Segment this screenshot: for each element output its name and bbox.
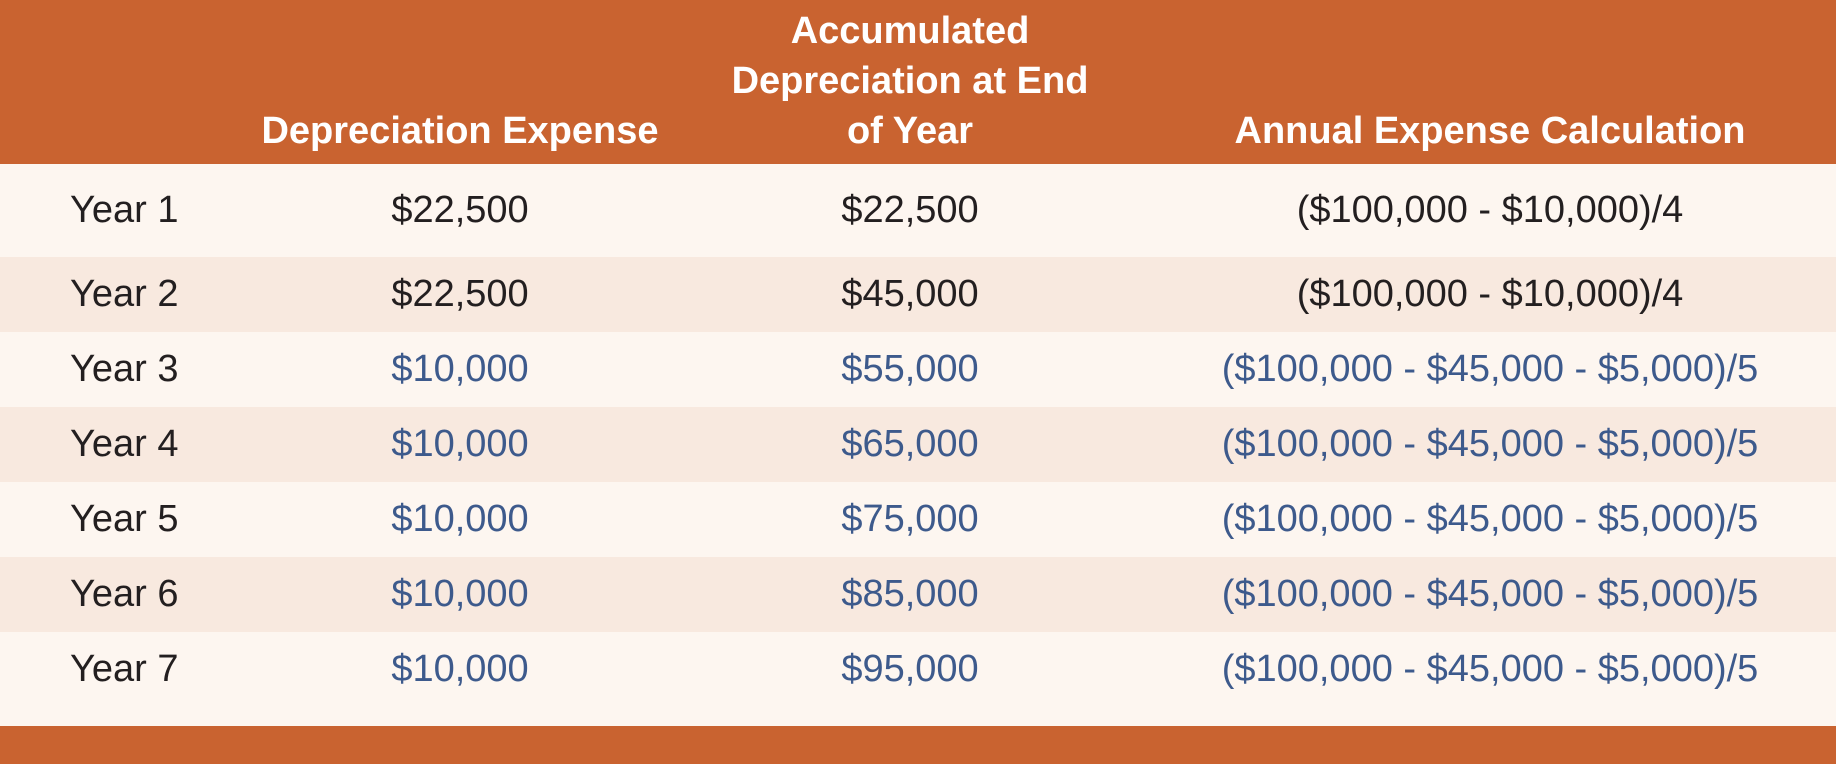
header-accumulated-depreciation: Accumulated Depreciation at End of Year — [700, 6, 1120, 156]
depreciation-expense-cell: $22,500 — [391, 189, 529, 231]
annual-calculation-cell: ($100,000 - $45,000 - $5,000)/5 — [1221, 648, 1759, 690]
table-row: Year 1 $22,500 $22,500 ($100,000 - $10,0… — [0, 164, 1836, 257]
table-row: Year 3 $10,000 $55,000 ($100,000 - $45,0… — [0, 332, 1836, 407]
year-cell: Year 6 — [70, 573, 179, 615]
table-row: Year 2 $22,500 $45,000 ($100,000 - $10,0… — [0, 257, 1836, 332]
year-cell: Year 4 — [70, 423, 179, 465]
header-accumulated-line-1: Accumulated — [790, 10, 1030, 52]
year-cell: Year 7 — [70, 648, 179, 690]
annual-calculation-cell: ($100,000 - $10,000)/4 — [1296, 189, 1684, 231]
table-row: Year 4 $10,000 $65,000 ($100,000 - $45,0… — [0, 407, 1836, 482]
year-cell: Year 3 — [70, 348, 179, 390]
header-accumulated-line-2: Depreciation at End — [731, 60, 1089, 102]
table-header: Depreciation Expense Accumulated Depreci… — [0, 0, 1836, 164]
accumulated-depreciation-cell: $75,000 — [841, 498, 979, 540]
annual-calculation-cell: ($100,000 - $45,000 - $5,000)/5 — [1221, 348, 1759, 390]
accumulated-depreciation-cell: $55,000 — [841, 348, 979, 390]
accumulated-depreciation-cell: $45,000 — [841, 273, 979, 315]
table-row: Year 5 $10,000 $75,000 ($100,000 - $45,0… — [0, 482, 1836, 557]
year-cell: Year 5 — [70, 498, 179, 540]
accumulated-depreciation-cell: $65,000 — [841, 423, 979, 465]
depreciation-expense-cell: $10,000 — [391, 423, 529, 465]
annual-calculation-cell: ($100,000 - $45,000 - $5,000)/5 — [1221, 498, 1759, 540]
table-row: Year 6 $10,000 $85,000 ($100,000 - $45,0… — [0, 557, 1836, 632]
year-cell: Year 1 — [70, 189, 179, 231]
depreciation-expense-cell: $10,000 — [391, 648, 529, 690]
depreciation-expense-cell: $22,500 — [391, 273, 529, 315]
table-row: Year 7 $10,000 $95,000 ($100,000 - $45,0… — [0, 632, 1836, 707]
annual-calculation-cell: ($100,000 - $45,000 - $5,000)/5 — [1221, 573, 1759, 615]
header-accumulated-line-3: of Year — [846, 110, 974, 152]
table-footer-bar — [0, 726, 1836, 764]
year-cell: Year 2 — [70, 273, 179, 315]
header-annual-expense-calculation: Annual Expense Calculation — [1234, 110, 1746, 152]
accumulated-depreciation-cell: $22,500 — [841, 189, 979, 231]
annual-calculation-cell: ($100,000 - $45,000 - $5,000)/5 — [1221, 423, 1759, 465]
accumulated-depreciation-cell: $85,000 — [841, 573, 979, 615]
depreciation-expense-cell: $10,000 — [391, 498, 529, 540]
depreciation-expense-cell: $10,000 — [391, 573, 529, 615]
accumulated-depreciation-cell: $95,000 — [841, 648, 979, 690]
table-body: Year 1 $22,500 $22,500 ($100,000 - $10,0… — [0, 164, 1836, 707]
annual-calculation-cell: ($100,000 - $10,000)/4 — [1296, 273, 1684, 315]
depreciation-expense-cell: $10,000 — [391, 348, 529, 390]
header-depreciation-expense: Depreciation Expense — [261, 110, 659, 152]
